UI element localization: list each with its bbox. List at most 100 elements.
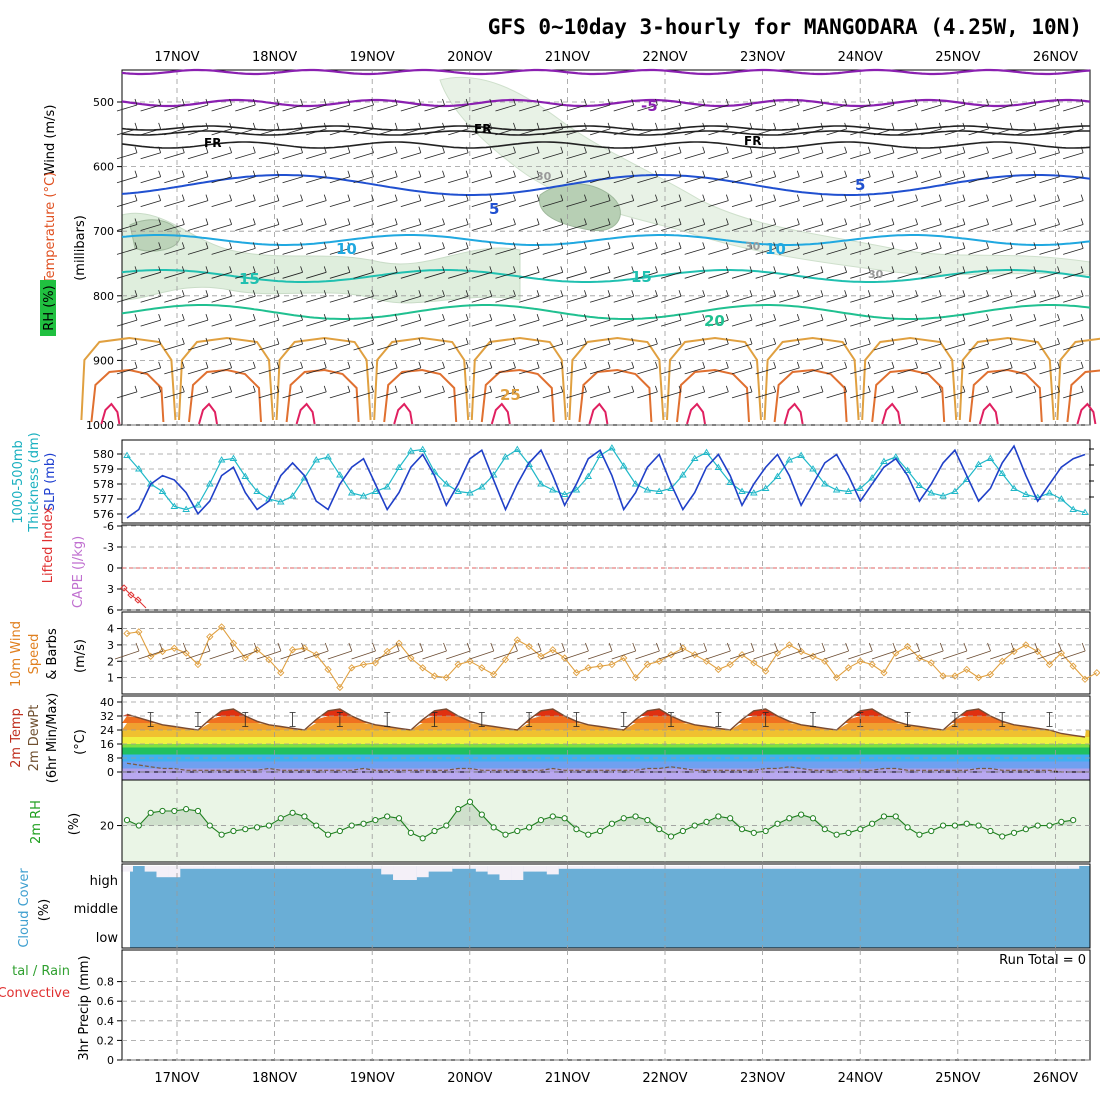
thickness-marker xyxy=(253,487,261,494)
cloud-gap xyxy=(984,866,997,869)
wind-barb xyxy=(708,266,729,279)
wind-barb xyxy=(282,194,303,207)
date-label-bottom: 23NOV xyxy=(740,1071,785,1086)
thickness-marker xyxy=(1069,505,1077,512)
wind-barb xyxy=(1039,266,1060,279)
surface-wind-barb xyxy=(138,642,164,660)
wind-barb xyxy=(116,385,138,399)
wind-barb xyxy=(684,337,706,351)
wind-barb xyxy=(944,266,966,279)
wind-barb xyxy=(353,361,374,375)
thickness-marker xyxy=(454,487,462,494)
wind-barb xyxy=(258,290,280,303)
wind-speed-marker xyxy=(1081,675,1089,683)
rh-marker xyxy=(265,822,273,829)
temp-mask xyxy=(122,696,1090,737)
precip-panel-frame xyxy=(121,949,1091,1061)
temp-contour-30 xyxy=(285,368,360,423)
surface-wind-barb xyxy=(209,642,234,660)
wind-barb xyxy=(779,242,800,255)
wind-barb xyxy=(400,361,422,375)
thickness-marker xyxy=(974,460,983,467)
rh-marker xyxy=(904,824,911,831)
wind-barb xyxy=(353,242,374,255)
rh-marker xyxy=(951,822,959,829)
wind-speed-marker xyxy=(572,669,581,677)
temp-contour-30 xyxy=(871,368,946,423)
cloud-gap xyxy=(1043,866,1056,869)
wind-barb xyxy=(897,385,918,399)
cloud-gap xyxy=(972,866,985,869)
wind-speed-marker xyxy=(407,654,415,662)
minmax-bar xyxy=(573,712,580,727)
wind-barb xyxy=(684,146,706,160)
wind-barb xyxy=(850,242,871,255)
cloud-gap xyxy=(274,866,287,869)
wind-barb xyxy=(140,218,162,231)
wind-barb xyxy=(306,242,327,255)
wind-barb xyxy=(1063,266,1084,279)
thickness-marker xyxy=(170,502,179,509)
date-axis-bottom: 17NOV 18NOV 19NOV 20NOV 21NOV 22NOV 23NOV 24NOV… xyxy=(154,1071,1078,1086)
wind-barb xyxy=(992,242,1013,255)
wind-barb xyxy=(1015,337,1037,351)
wind-speed-marker xyxy=(939,672,947,680)
wind-barb xyxy=(164,313,185,327)
surface-wind-barb xyxy=(564,642,589,660)
chart-title: GFS 0~10day 3-hourly for MANGODARA (4.25… xyxy=(488,15,1082,39)
wind-barb xyxy=(613,266,635,279)
cloud-gap xyxy=(996,866,1009,869)
wind-barb xyxy=(566,313,587,327)
wind-barb xyxy=(968,337,989,351)
wind-barb xyxy=(850,290,871,303)
wind-speed-marker xyxy=(974,673,983,682)
wind-barb xyxy=(613,122,635,136)
wind-barb xyxy=(306,146,327,160)
temp-contour-30 xyxy=(90,368,165,423)
contour-label: 10 xyxy=(336,240,357,258)
rh-marker xyxy=(384,813,391,820)
wind-barb xyxy=(1063,122,1084,136)
thickness-marker xyxy=(738,487,746,494)
wind-barb xyxy=(850,266,871,279)
wind-barb xyxy=(755,194,777,207)
wind-barb xyxy=(282,170,303,184)
temp-contour-30 xyxy=(480,368,555,423)
wind-barb xyxy=(873,361,895,375)
y-tick-label: 20 xyxy=(100,820,114,833)
wind-speed-marker xyxy=(395,639,403,647)
thickness-marker xyxy=(513,445,522,452)
rh-marker xyxy=(608,820,616,827)
cloud-gap xyxy=(712,866,725,869)
wind-speed-marker xyxy=(123,629,131,638)
rh-marker xyxy=(821,826,828,833)
wind-barb xyxy=(992,146,1013,160)
wind-speed-marker xyxy=(265,655,273,664)
wind-barb xyxy=(873,290,895,303)
thickness-marker xyxy=(809,465,817,472)
label-thickness-b: Thickness (dm) xyxy=(27,432,42,532)
wind-barb xyxy=(660,242,682,255)
cloud-gap xyxy=(641,866,654,869)
wind-barb xyxy=(897,146,918,160)
wind-barb xyxy=(613,218,635,231)
wind-barb xyxy=(802,98,824,112)
wind-barb xyxy=(329,218,351,231)
cloud-gap xyxy=(688,866,701,869)
wind-barb xyxy=(164,337,185,351)
wind-barb xyxy=(187,194,209,207)
wind-barb xyxy=(1063,98,1084,112)
wind-barb xyxy=(755,361,777,375)
wind-barb xyxy=(495,266,516,279)
wind-barb xyxy=(448,290,469,303)
cloud-gap xyxy=(534,866,547,872)
wind-barb xyxy=(684,170,706,184)
rh-marker xyxy=(1046,822,1053,829)
wind-barb xyxy=(211,242,232,255)
wind-barb xyxy=(116,218,138,231)
cloud-gap xyxy=(570,866,583,869)
surface-wind-panel: 4 3 2 1 xyxy=(107,611,1100,695)
thickness-marker xyxy=(785,456,794,463)
wind-speed-marker xyxy=(430,672,439,680)
wind-speed-marker xyxy=(584,664,592,672)
